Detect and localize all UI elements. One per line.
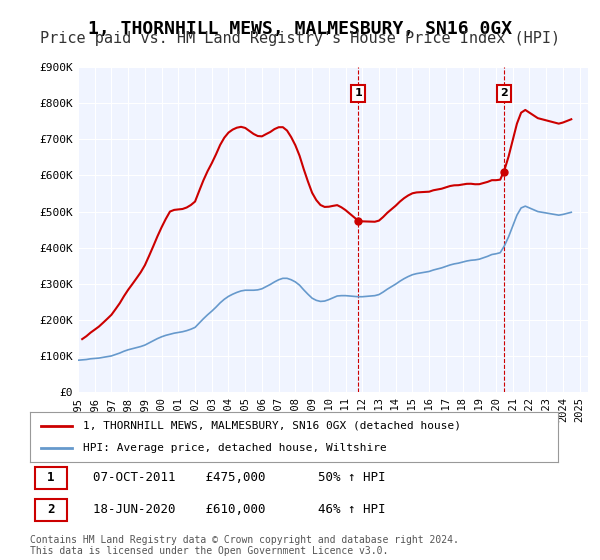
Text: 2: 2 (500, 88, 508, 98)
Text: Contains HM Land Registry data © Crown copyright and database right 2024.
This d: Contains HM Land Registry data © Crown c… (30, 535, 459, 557)
Text: 1, THORNHILL MEWS, MALMESBURY, SN16 0GX: 1, THORNHILL MEWS, MALMESBURY, SN16 0GX (88, 20, 512, 38)
Text: 1, THORNHILL MEWS, MALMESBURY, SN16 0GX (detached house): 1, THORNHILL MEWS, MALMESBURY, SN16 0GX … (83, 421, 461, 431)
FancyBboxPatch shape (35, 499, 67, 521)
Text: 07-OCT-2011    £475,000       50% ↑ HPI: 07-OCT-2011 £475,000 50% ↑ HPI (94, 472, 386, 484)
Text: 18-JUN-2020    £610,000       46% ↑ HPI: 18-JUN-2020 £610,000 46% ↑ HPI (94, 503, 386, 516)
FancyBboxPatch shape (35, 466, 67, 489)
Text: Price paid vs. HM Land Registry's House Price Index (HPI): Price paid vs. HM Land Registry's House … (40, 31, 560, 46)
Text: 1: 1 (47, 472, 55, 484)
Text: HPI: Average price, detached house, Wiltshire: HPI: Average price, detached house, Wilt… (83, 443, 386, 453)
Text: 1: 1 (354, 88, 362, 98)
Text: 2: 2 (47, 503, 55, 516)
